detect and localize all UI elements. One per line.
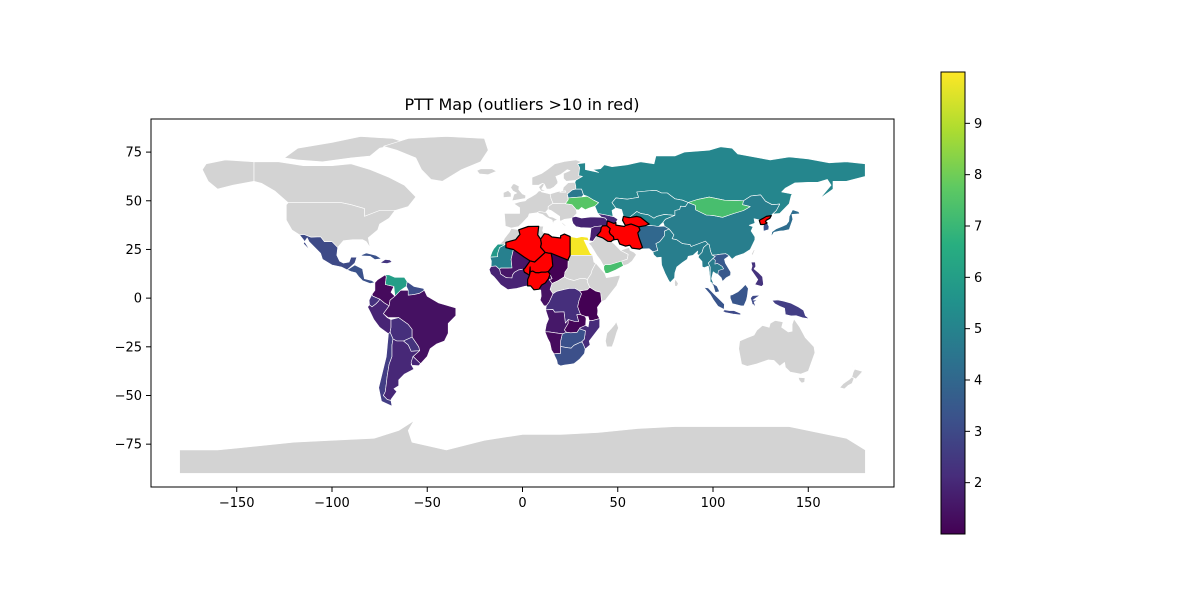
x-tick-label: 50 <box>609 496 626 511</box>
y-tick-label: 50 <box>125 194 142 209</box>
region-south-africa <box>553 341 586 367</box>
y-tick-label: 75 <box>125 146 142 161</box>
map-title: PTT Map (outliers >10 in red) <box>404 95 639 114</box>
region-western-europe <box>504 183 554 229</box>
region-sulawesi <box>749 294 761 310</box>
region-oman-uae <box>620 247 637 267</box>
colorbar-tick-label: 3 <box>974 425 982 440</box>
y-tick-label: 0 <box>134 292 142 307</box>
map-plot-area <box>151 119 894 487</box>
x-tick-label: 150 <box>796 496 821 511</box>
x-tick-label: 100 <box>701 496 726 511</box>
x-axis: −150 −100 −50 0 50 100 150 <box>219 487 821 511</box>
region-ireland <box>503 190 512 198</box>
region-north-korea <box>758 215 772 226</box>
x-tick-label: 0 <box>518 496 526 511</box>
colorbar-tick-label: 7 <box>974 220 982 235</box>
region-alaska <box>202 159 255 190</box>
region-argentina <box>383 338 420 405</box>
region-great-britain <box>510 183 527 202</box>
region-sumatra <box>703 287 725 310</box>
region-uruguay <box>410 356 421 367</box>
x-tick-label: −100 <box>314 496 350 511</box>
y-tick-label: −25 <box>115 340 142 355</box>
region-venezuela <box>384 274 408 297</box>
colorbar-tick-label: 9 <box>974 117 982 132</box>
colorbar-tick-label: 5 <box>974 322 982 337</box>
region-iceland <box>476 168 497 175</box>
colorbar-ticks: 2 3 4 5 6 7 8 9 <box>965 117 982 491</box>
region-antarctica <box>179 420 866 474</box>
colorbar-tick-label: 8 <box>974 168 982 183</box>
y-tick-label: −50 <box>115 389 142 404</box>
colorbar-tick-label: 4 <box>974 374 982 389</box>
region-iraq <box>596 225 615 243</box>
y-tick-label: 25 <box>125 243 142 258</box>
colorbar-tick-label: 6 <box>974 271 982 286</box>
region-libya <box>539 233 571 261</box>
region-java <box>722 309 741 316</box>
region-papua <box>771 299 810 320</box>
region-italy <box>536 209 559 225</box>
region-hispaniola <box>380 259 393 264</box>
region-central-america <box>346 264 376 284</box>
region-mexico <box>299 234 358 271</box>
region-philippines <box>750 261 764 287</box>
region-madagascar <box>605 321 619 348</box>
region-scandinavia <box>531 159 583 190</box>
region-sri-lanka <box>674 278 679 287</box>
region-taiwan <box>751 248 756 256</box>
region-new-zealand <box>839 364 863 390</box>
y-tick-label: −75 <box>115 438 142 453</box>
x-tick-label: −50 <box>414 496 441 511</box>
x-tick-label: −150 <box>219 496 255 511</box>
region-australia <box>738 318 816 375</box>
region-borneo <box>729 284 749 307</box>
region-peru <box>367 298 392 335</box>
region-tasmania <box>797 377 806 384</box>
colorbar-tick-label: 2 <box>974 476 982 491</box>
region-japan <box>770 209 801 238</box>
region-nigeria <box>526 270 551 291</box>
region-greenland <box>383 136 489 182</box>
region-thailand <box>708 258 725 285</box>
region-kaliningrad <box>559 190 567 193</box>
region-egypt <box>569 236 593 256</box>
region-cuba <box>360 252 382 260</box>
y-axis: 75 50 25 0 −25 −50 −75 <box>115 146 151 453</box>
region-mongolia <box>687 196 751 218</box>
colorbar <box>940 71 966 535</box>
